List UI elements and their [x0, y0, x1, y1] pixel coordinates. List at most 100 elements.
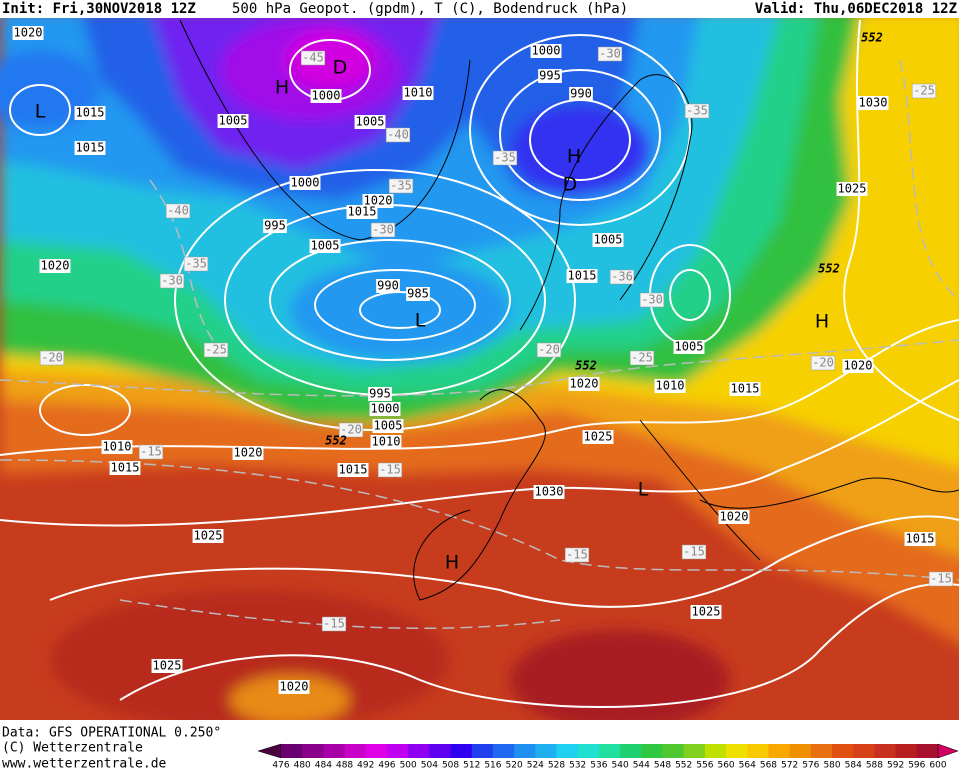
pressure-label-box — [217, 114, 249, 128]
temperature-label-box — [639, 292, 665, 308]
colorbar-label: 520 — [506, 761, 523, 770]
pressure-label-box — [568, 377, 600, 391]
temperature-label: -36 — [609, 270, 635, 285]
pressure-label: 1015 — [904, 532, 936, 546]
field-layers — [0, 18, 959, 720]
pressure-label-text: 1010 — [404, 86, 433, 100]
colorbar-swatch — [789, 744, 812, 758]
temperature-label-text: -35 — [390, 179, 412, 193]
pressure-center: D — [333, 57, 348, 79]
temperature-label: -30 — [370, 223, 396, 238]
pressure-label-text: 1005 — [675, 340, 704, 354]
temperature-label: -40 — [165, 204, 191, 219]
pressure-label-text: 1005 — [374, 419, 403, 433]
colorbar-swatch — [598, 744, 621, 758]
pressure-label: 1025 — [690, 605, 722, 619]
pressure-label-box — [592, 233, 624, 247]
temperature-label-box — [183, 256, 209, 272]
colorbar-swatch — [704, 744, 727, 758]
colorbar-swatch — [726, 744, 748, 758]
pressure-center: L — [638, 479, 649, 501]
pressure-label: 990 — [569, 87, 593, 101]
pressure-label: 995 — [368, 387, 392, 401]
temperature-label-text: -30 — [599, 47, 621, 61]
pressure-label-box — [718, 510, 750, 524]
colorbar-label: 492 — [357, 761, 374, 770]
geopotential-label: 552 — [575, 359, 597, 373]
colorbar-swatch — [450, 744, 473, 758]
pressure-label-text: 1015 — [111, 461, 140, 475]
colorbar-swatch — [832, 744, 854, 758]
temperature-label: -20 — [536, 343, 562, 358]
pressure-label: 1020 — [39, 259, 71, 273]
colorbar-swatch — [365, 744, 388, 758]
pressure-label-box — [289, 176, 321, 190]
colorbar-swatch — [895, 744, 918, 758]
colorbar-swatch — [556, 744, 579, 758]
pressure-label: 1005 — [372, 419, 404, 433]
colorbar-swatch — [683, 744, 706, 758]
pressure-label-text: 1010 — [103, 440, 132, 454]
pressure-label-text: 1000 — [532, 44, 561, 58]
pressure-label-text: 1005 — [356, 115, 385, 129]
temperature-label-text: -35 — [185, 257, 207, 271]
temperature-label-text: -20 — [538, 343, 560, 357]
temperature-label-text: -40 — [387, 128, 409, 142]
pressure-label-text: 985 — [407, 287, 429, 301]
colorbar-label: 552 — [675, 761, 692, 770]
temperature-label: -25 — [203, 343, 229, 358]
pressure-label-box — [582, 430, 614, 444]
colorbar-swatch — [471, 744, 494, 758]
pressure-center: L — [35, 101, 46, 123]
temperature-label-box — [928, 571, 954, 587]
temperature-label: -15 — [928, 571, 954, 587]
pressure-label-text: 995 — [369, 387, 391, 401]
temperature-label-box — [810, 355, 836, 371]
pressure-label: 985 — [406, 287, 430, 301]
pressure-label: 1020 — [718, 510, 750, 524]
temperature-label: -45 — [300, 51, 326, 66]
pressure-label-box — [370, 435, 402, 449]
pressure-label: 995 — [263, 219, 287, 233]
pressure-label-box — [109, 461, 141, 475]
colorbar-label: 532 — [569, 761, 586, 770]
colorbar-swatch — [662, 744, 685, 758]
temperature-label-text: -15 — [930, 572, 952, 586]
temperature-label-text: -20 — [812, 356, 834, 370]
pressure-label-text: 1000 — [312, 89, 341, 103]
temperature-label-text: -30 — [372, 223, 394, 237]
pressure-label: 1020 — [568, 377, 600, 391]
colorbar-label: 568 — [760, 761, 777, 770]
colorbar-arrow-left — [257, 743, 282, 759]
map-labels: 1020 1015 1015 1005 1000 1010 1005 1000 1020 1015… — [12, 26, 954, 694]
website: www.wetterzentrale.de — [2, 757, 167, 770]
pressure-label: 1020 — [842, 359, 874, 373]
temperature-label-box — [681, 544, 707, 560]
pressure-label-box — [12, 26, 44, 40]
colorbar-swatch — [323, 744, 346, 758]
colorbar-swatch — [768, 744, 791, 758]
temperature-label-text: -35 — [494, 151, 516, 165]
pressure-label-box — [337, 463, 369, 477]
pressure-label-text: 1015 — [906, 532, 935, 546]
pressure-label-box — [538, 69, 562, 83]
pressure-label-box — [309, 239, 341, 253]
colorbar-label: 516 — [484, 761, 501, 770]
pressure-label-box — [362, 194, 394, 208]
pressure-label-text: 1020 — [364, 194, 393, 208]
pressure-label-text: 1010 — [656, 379, 685, 393]
temperature-label-box — [629, 350, 655, 366]
colorbar-swatch — [386, 744, 409, 758]
temperature-label: -15 — [138, 445, 164, 460]
temperature-label-box — [385, 127, 411, 143]
pressure-label-text: 1025 — [194, 529, 223, 543]
temperature-label-text: -20 — [340, 423, 362, 437]
pressure-label: 1020 — [12, 26, 44, 40]
colorbar-label: 560 — [717, 761, 734, 770]
temperature-label-text: -40 — [167, 204, 189, 218]
temperature-label-text: -45 — [302, 51, 324, 65]
pressure-label-box — [569, 87, 593, 101]
pressure-label: 1015 — [566, 269, 598, 283]
pressure-label: 1025 — [192, 529, 224, 543]
